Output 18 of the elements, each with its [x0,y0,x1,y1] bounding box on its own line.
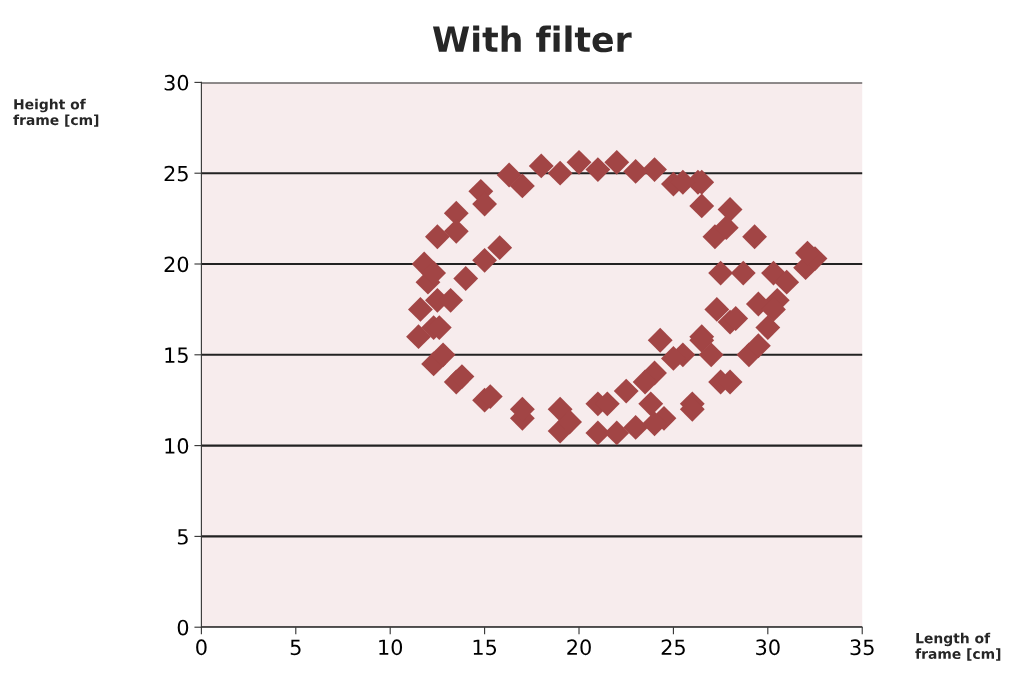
y-tick-label: 10 [165,438,189,454]
chart-title: With filter [432,25,632,53]
y-tick-label: 25 [164,165,188,182]
x-tick-label: 5 [290,639,301,656]
x-tick-label: 20 [567,639,591,656]
x-tick-label: 0 [196,639,207,656]
y-axis-title: Height of frame [cm] [13,98,99,127]
y-tick-label: 0 [177,619,189,636]
x-tick-label: 35 [850,639,874,656]
x-tick-label: 10 [379,639,403,656]
y-tick-label: 15 [165,347,188,364]
y-tick-label: 5 [177,529,188,545]
x-tick-label: 30 [756,639,780,656]
x-axis-title: Length of frame [cm] [915,632,1001,661]
x-tick-label: 25 [661,639,685,656]
y-tick-label: 30 [164,74,189,91]
y-tick-label: 20 [164,256,189,273]
x-tick-label: 15 [473,639,497,656]
